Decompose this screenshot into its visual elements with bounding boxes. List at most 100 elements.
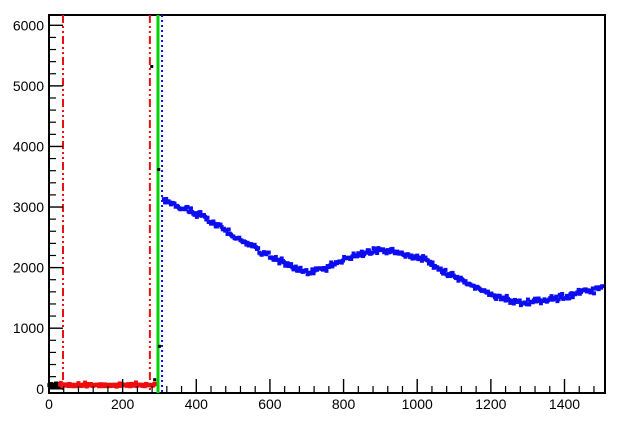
- blue-signal-point: [349, 256, 354, 261]
- blue-signal-point: [205, 215, 210, 220]
- x-axis: 0 200 400 600 800 1000 1200 1400: [45, 379, 595, 412]
- blue-signal-point: [503, 298, 508, 303]
- blue-signal-point: [450, 270, 455, 275]
- frame-rect: [48, 14, 606, 394]
- x-tick-label: 1000: [402, 396, 433, 412]
- blue-signal-point: [273, 254, 278, 259]
- blue-signal-point: [328, 263, 333, 268]
- blue-signal-point: [312, 268, 317, 273]
- blue-signal-point: [164, 196, 169, 201]
- blue-signal-point: [569, 291, 574, 296]
- blue-signal-point: [388, 249, 393, 254]
- blue-signal-point: [252, 242, 257, 247]
- vertical-lines: [61, 15, 164, 393]
- blue-signal-point: [575, 290, 580, 295]
- baseline-series: [47, 380, 158, 390]
- x-tick-label: 200: [111, 396, 135, 412]
- blue-signal-point: [410, 256, 415, 261]
- blue-signal-point: [428, 259, 433, 264]
- blue-signal-point: [298, 265, 303, 270]
- blue-signal-point: [187, 210, 192, 215]
- blue-signal-point: [289, 262, 294, 267]
- blue-signal-point: [183, 207, 188, 212]
- blue-signal-point: [418, 256, 423, 261]
- blue-signal-point: [554, 294, 559, 299]
- blue-signal-point: [366, 248, 371, 253]
- blue-signal-point: [456, 278, 461, 283]
- blue-signal-point: [591, 291, 596, 296]
- red-baseline-point: [58, 380, 63, 385]
- blue-signal-point: [558, 295, 563, 300]
- blue-signal-point: [245, 240, 250, 245]
- blue-signal-point: [557, 292, 562, 297]
- black-outliers-point: [157, 344, 161, 348]
- blue-signal-point: [296, 268, 301, 273]
- blue-signal-point: [570, 295, 575, 300]
- red-baseline-point: [133, 380, 138, 385]
- blue-signal-point: [309, 270, 314, 275]
- blue-signal-point: [415, 253, 420, 258]
- blue-signal-point: [211, 219, 216, 224]
- blue-signal-point: [266, 250, 271, 255]
- blue-signal-point: [373, 247, 378, 252]
- blue-signal-point: [375, 251, 380, 256]
- y-tick-label: 0: [36, 381, 44, 397]
- blue-signal-point: [497, 293, 502, 298]
- blue-signal-point: [463, 279, 468, 284]
- black-outliers-point: [153, 378, 157, 382]
- blue-signal-point: [163, 200, 168, 205]
- blue-signal-point: [537, 298, 542, 303]
- blue-signal-point: [567, 296, 572, 301]
- blue-signal-point: [276, 257, 281, 262]
- x-tick-label: 600: [258, 396, 282, 412]
- blue-signal-point: [339, 260, 344, 265]
- blue-signal-point: [414, 256, 419, 261]
- blue-signal-point: [435, 265, 440, 270]
- x-tick-label: 400: [185, 396, 209, 412]
- blue-signal-point: [310, 267, 315, 272]
- blue-signal-point: [372, 249, 377, 254]
- blue-signal-point: [212, 221, 217, 226]
- blue-signal-point: [332, 262, 337, 267]
- blue-signal-point: [409, 253, 414, 258]
- blue-signal-point: [576, 287, 581, 292]
- blue-signal-point: [538, 301, 543, 306]
- blue-signal-point: [355, 254, 360, 259]
- blue-signal-point: [455, 274, 460, 279]
- blue-signal-point: [471, 283, 476, 288]
- blue-signal-point: [494, 296, 499, 301]
- blue-signal-point: [491, 293, 496, 298]
- blue-signal-point: [161, 197, 166, 202]
- y-tick-label: 1000: [13, 320, 44, 336]
- blue-signal-point: [358, 253, 363, 258]
- blue-signal-point: [504, 293, 509, 298]
- signal-series: [150, 64, 605, 382]
- blue-signal-point: [185, 204, 190, 209]
- blue-signal-point: [219, 224, 224, 229]
- blue-signal-point: [311, 271, 316, 276]
- red-baseline-point: [153, 381, 158, 386]
- blue-signal-point: [203, 214, 208, 219]
- blue-signal-point: [282, 260, 287, 265]
- blue-signal-point: [364, 250, 369, 255]
- blue-signal-point: [224, 228, 229, 233]
- y-tick-label: 5000: [13, 78, 44, 94]
- blue-signal-point: [198, 210, 203, 215]
- blue-signal-point: [370, 250, 375, 255]
- blue-signal-point: [448, 274, 453, 279]
- blue-signal-point: [423, 255, 428, 260]
- blue-signal-point: [443, 267, 448, 272]
- blue-signal-point: [583, 287, 588, 292]
- x-tick-label: 1400: [549, 396, 580, 412]
- blue-signal-point: [381, 247, 386, 252]
- plot-frame: [48, 14, 606, 394]
- blue-signal-point: [533, 296, 538, 301]
- blue-signal-point: [384, 251, 389, 256]
- blue-signal-point: [284, 263, 289, 268]
- blue-signal-point: [237, 235, 242, 240]
- blue-signal-point: [385, 248, 390, 253]
- blue-signal-point: [272, 257, 277, 262]
- blue-signal-point: [507, 298, 512, 303]
- blue-signal-point: [256, 246, 261, 251]
- blue-signal-point: [188, 206, 193, 211]
